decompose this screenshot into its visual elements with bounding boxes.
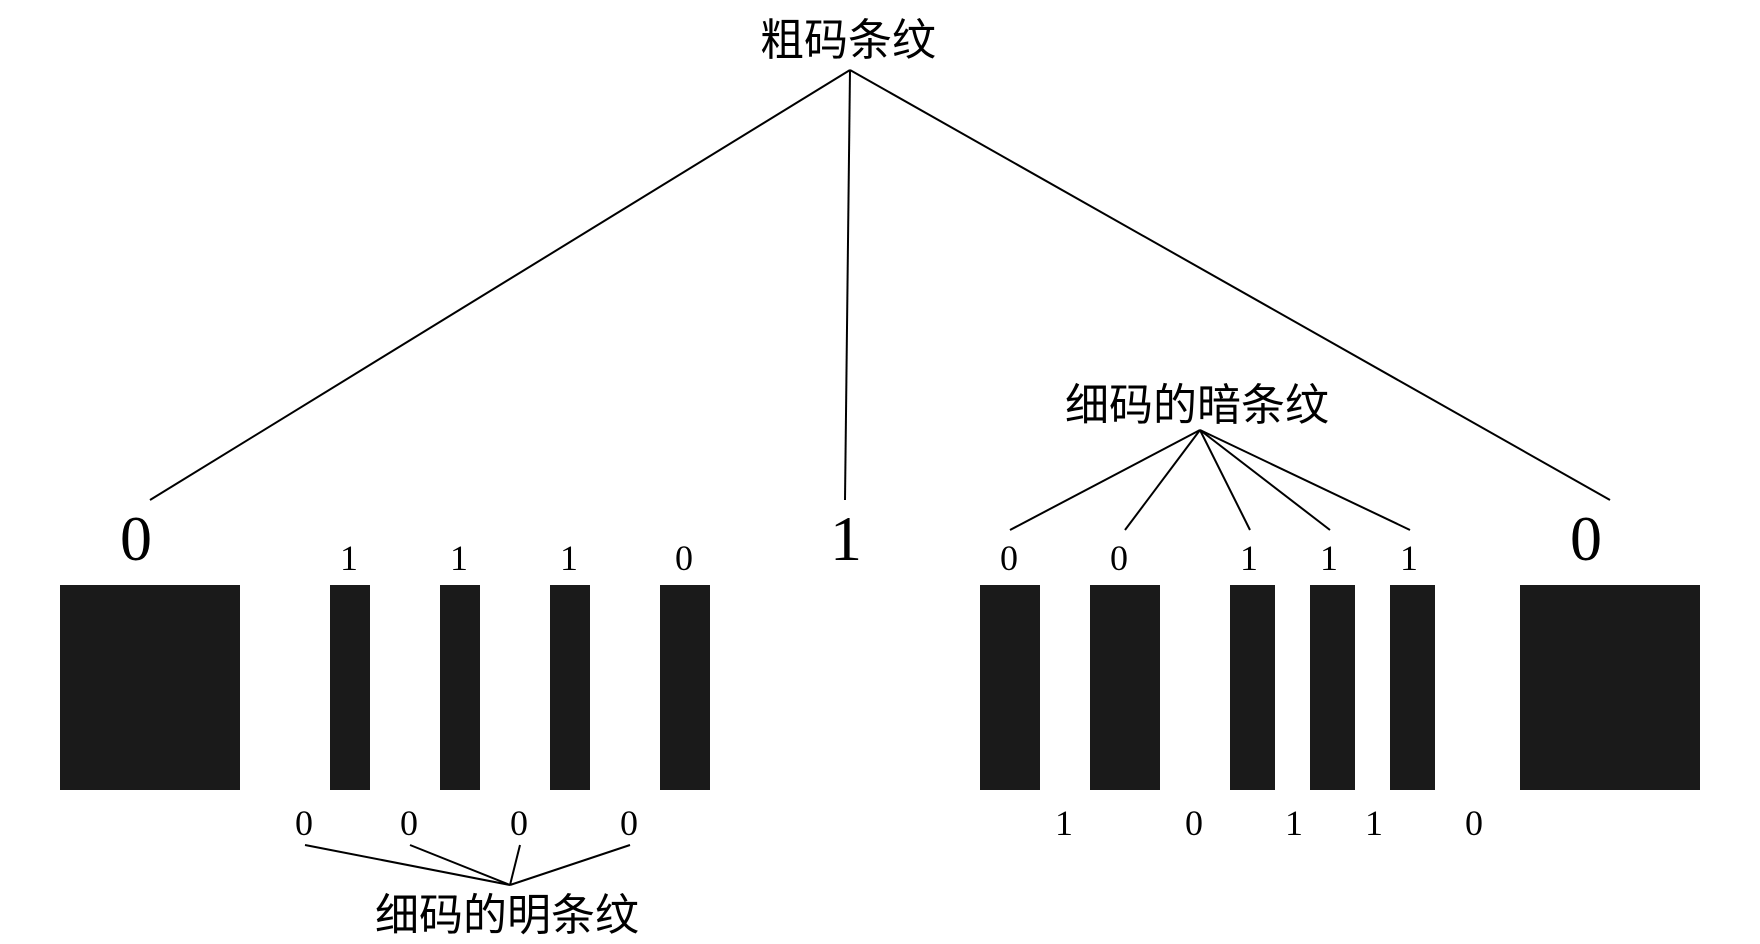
coarse-bar xyxy=(60,585,240,790)
fine-dark-label: 0 xyxy=(1000,538,1018,578)
fine-dark-label: 1 xyxy=(450,538,468,578)
fine-dark-label: 0 xyxy=(675,538,693,578)
connector-line xyxy=(1200,430,1330,530)
connector-line xyxy=(1125,430,1200,530)
connector-line xyxy=(510,845,630,885)
fine-light-label: 0 xyxy=(510,803,528,843)
title-coarse: 粗码条纹 xyxy=(760,16,936,65)
connector-line xyxy=(150,70,850,500)
fine-dark-label: 1 xyxy=(560,538,578,578)
fine-dark-bar xyxy=(1230,585,1275,790)
coarse-bar xyxy=(1520,585,1700,790)
fine-light-label: 0 xyxy=(1185,803,1203,843)
fine-light-label: 0 xyxy=(400,803,418,843)
coarse-label: 1 xyxy=(830,503,862,574)
fine-light-label: 0 xyxy=(295,803,313,843)
connector-line xyxy=(1200,430,1410,530)
fine-dark-bar xyxy=(1090,585,1160,790)
fine-dark-bar xyxy=(440,585,480,790)
connector-line xyxy=(305,845,510,885)
connector-line xyxy=(1010,430,1200,530)
fine-light-label: 1 xyxy=(1365,803,1383,843)
coarse-label: 0 xyxy=(1570,503,1602,574)
fine-dark-bar xyxy=(1390,585,1435,790)
fine-dark-label: 1 xyxy=(1240,538,1258,578)
connector-line xyxy=(410,845,510,885)
fine-dark-bar xyxy=(330,585,370,790)
fine-light-label: 0 xyxy=(620,803,638,843)
fine-dark-bar xyxy=(980,585,1040,790)
fine-light-label: 1 xyxy=(1055,803,1073,843)
fine-dark-label: 1 xyxy=(340,538,358,578)
fine-dark-label: 1 xyxy=(1320,538,1338,578)
connector-line xyxy=(1200,430,1250,530)
coarse-label: 0 xyxy=(120,503,152,574)
fine-dark-bar xyxy=(660,585,710,790)
fine-dark-label: 0 xyxy=(1110,538,1128,578)
fine-dark-label: 1 xyxy=(1400,538,1418,578)
title-fine-dark: 细码的暗条纹 xyxy=(1065,381,1329,430)
connector-line xyxy=(845,70,850,500)
connector-line xyxy=(850,70,1610,500)
fine-dark-bar xyxy=(1310,585,1355,790)
fine-light-label: 1 xyxy=(1285,803,1303,843)
fine-light-label: 0 xyxy=(1465,803,1483,843)
diagram-canvas: 0 1 0 1 1 1 0 0 0 0 0 0 0 1 1 1 1 0 1 1 0 粗码条纹细码的暗条纹细码的明条纹 xyxy=(0,0,1760,944)
title-fine-light: 细码的明条纹 xyxy=(375,891,639,940)
fine-dark-bar xyxy=(550,585,590,790)
connector-line xyxy=(510,845,520,885)
